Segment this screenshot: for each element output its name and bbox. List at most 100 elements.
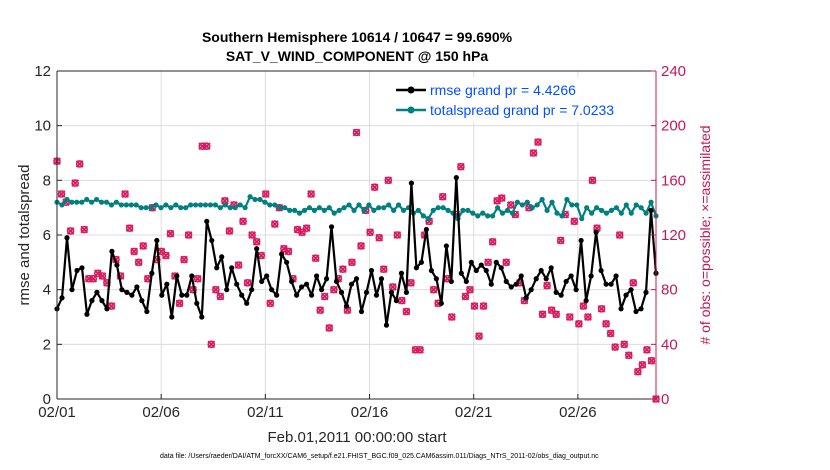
obs-assimilated-marker	[307, 190, 315, 198]
spread-point	[287, 207, 293, 213]
rmse-point	[224, 287, 230, 293]
y-right-tick-label: 200	[661, 118, 686, 135]
obs-possible-marker	[488, 238, 497, 246]
obs-assimilated-marker	[470, 302, 479, 310]
obs-possible-marker	[402, 307, 411, 316]
rmse-point	[428, 267, 434, 274]
obs-possible-marker	[225, 227, 234, 235]
obs-assimilated-marker	[375, 233, 384, 242]
spread-point	[153, 202, 159, 208]
rmse-point	[264, 273, 270, 279]
rmse-point	[603, 281, 609, 287]
obs-possible-marker	[602, 320, 610, 328]
obs-assimilated-marker	[302, 224, 311, 233]
y-right-tick-label: 80	[661, 282, 678, 299]
rmse-point	[583, 298, 589, 304]
obs-assimilated-marker	[620, 340, 629, 349]
rmse-point	[109, 248, 115, 254]
spread-point	[282, 205, 288, 211]
obs-assimilated-marker	[166, 229, 175, 238]
rmse-point	[343, 303, 350, 309]
obs-possible-marker	[634, 367, 642, 376]
rmse-point	[209, 237, 215, 244]
y-tick-label: 4	[43, 282, 51, 299]
obs-possible-marker	[370, 183, 379, 191]
rmse-point	[279, 251, 285, 257]
obs-assimilated-marker	[221, 196, 229, 205]
obs-assimilated-marker	[379, 265, 388, 274]
x-tick-label: 02/16	[351, 404, 389, 421]
spread-point	[643, 210, 649, 216]
obs-assimilated-marker	[162, 251, 170, 260]
spread-point	[296, 210, 303, 216]
rmse-point	[254, 246, 260, 252]
obs-possible-marker	[529, 149, 538, 157]
y-tick-label: 2	[43, 336, 51, 353]
obs-assimilated-marker	[339, 265, 347, 274]
obs-assimilated-marker	[538, 310, 547, 319]
spread-point	[534, 202, 540, 208]
obs-assimilated-marker	[348, 258, 356, 267]
spread-point	[163, 202, 169, 208]
obs-possible-marker	[320, 292, 329, 301]
obs-possible-marker	[643, 345, 651, 354]
obs-possible-marker	[107, 302, 116, 310]
obs-possible-marker	[216, 292, 225, 301]
spread-point	[301, 207, 308, 213]
obs-assimilated-marker	[611, 343, 619, 351]
rmse-point	[608, 281, 614, 287]
obs-possible-marker	[311, 254, 320, 263]
obs-assimilated-marker	[234, 261, 243, 269]
rmse-point	[174, 273, 180, 279]
spread-point	[356, 202, 362, 208]
spread-point	[197, 202, 204, 208]
spread-point	[425, 216, 431, 222]
obs-possible-marker	[75, 160, 84, 168]
obs-assimilated-marker	[429, 285, 438, 294]
spread-point	[143, 205, 149, 211]
spread-point	[593, 205, 600, 211]
spread-point	[212, 202, 219, 208]
obs-assimilated-marker	[366, 228, 374, 237]
spread-series	[54, 194, 659, 222]
rmse-point	[578, 237, 584, 244]
rmse-point	[164, 281, 170, 287]
spread-point	[475, 213, 481, 219]
spread-point	[569, 202, 575, 208]
obs-possible-marker	[638, 361, 647, 369]
spread-point	[395, 202, 402, 208]
spread-point	[306, 205, 313, 211]
rmse-point	[588, 273, 594, 279]
obs-possible-marker	[506, 201, 515, 209]
rmse-point	[274, 292, 280, 298]
spread-point	[74, 199, 80, 205]
spread-point	[361, 207, 367, 213]
rmse-point	[284, 259, 290, 265]
rmse-point	[563, 278, 569, 285]
spread-point	[227, 205, 233, 211]
obs-assimilated-marker	[506, 201, 515, 209]
spread-point	[311, 207, 318, 213]
obs-assimilated-marker	[202, 142, 211, 151]
rmse-point	[598, 267, 604, 274]
rmse-point	[558, 292, 564, 298]
obs-assimilated-marker	[261, 190, 270, 198]
rmse-point	[149, 270, 155, 276]
obs-possible-marker	[89, 274, 98, 283]
y-tick-label: 8	[43, 172, 51, 189]
obs-assimilated-marker	[248, 231, 256, 239]
obs-assimilated-marker	[466, 285, 474, 294]
obs-assimilated-marker	[239, 217, 247, 226]
obs-assimilated-marker	[647, 356, 656, 365]
obs-assimilated-marker	[316, 306, 325, 315]
obs-possible-marker	[207, 340, 216, 349]
y-tick-label: 10	[34, 118, 51, 135]
rmse-point	[453, 175, 459, 181]
y-right-axis-label: # of obs: o=possible; ×=assimilated	[697, 125, 713, 344]
x-ticks: 02/01 02/06 02/11 02/16 02/21 02/26	[38, 394, 597, 421]
obs-possible-marker	[615, 231, 624, 239]
spread-point	[628, 210, 634, 216]
obs-possible-marker	[429, 285, 438, 294]
spread-point	[623, 202, 629, 208]
rmse-point	[323, 276, 330, 282]
